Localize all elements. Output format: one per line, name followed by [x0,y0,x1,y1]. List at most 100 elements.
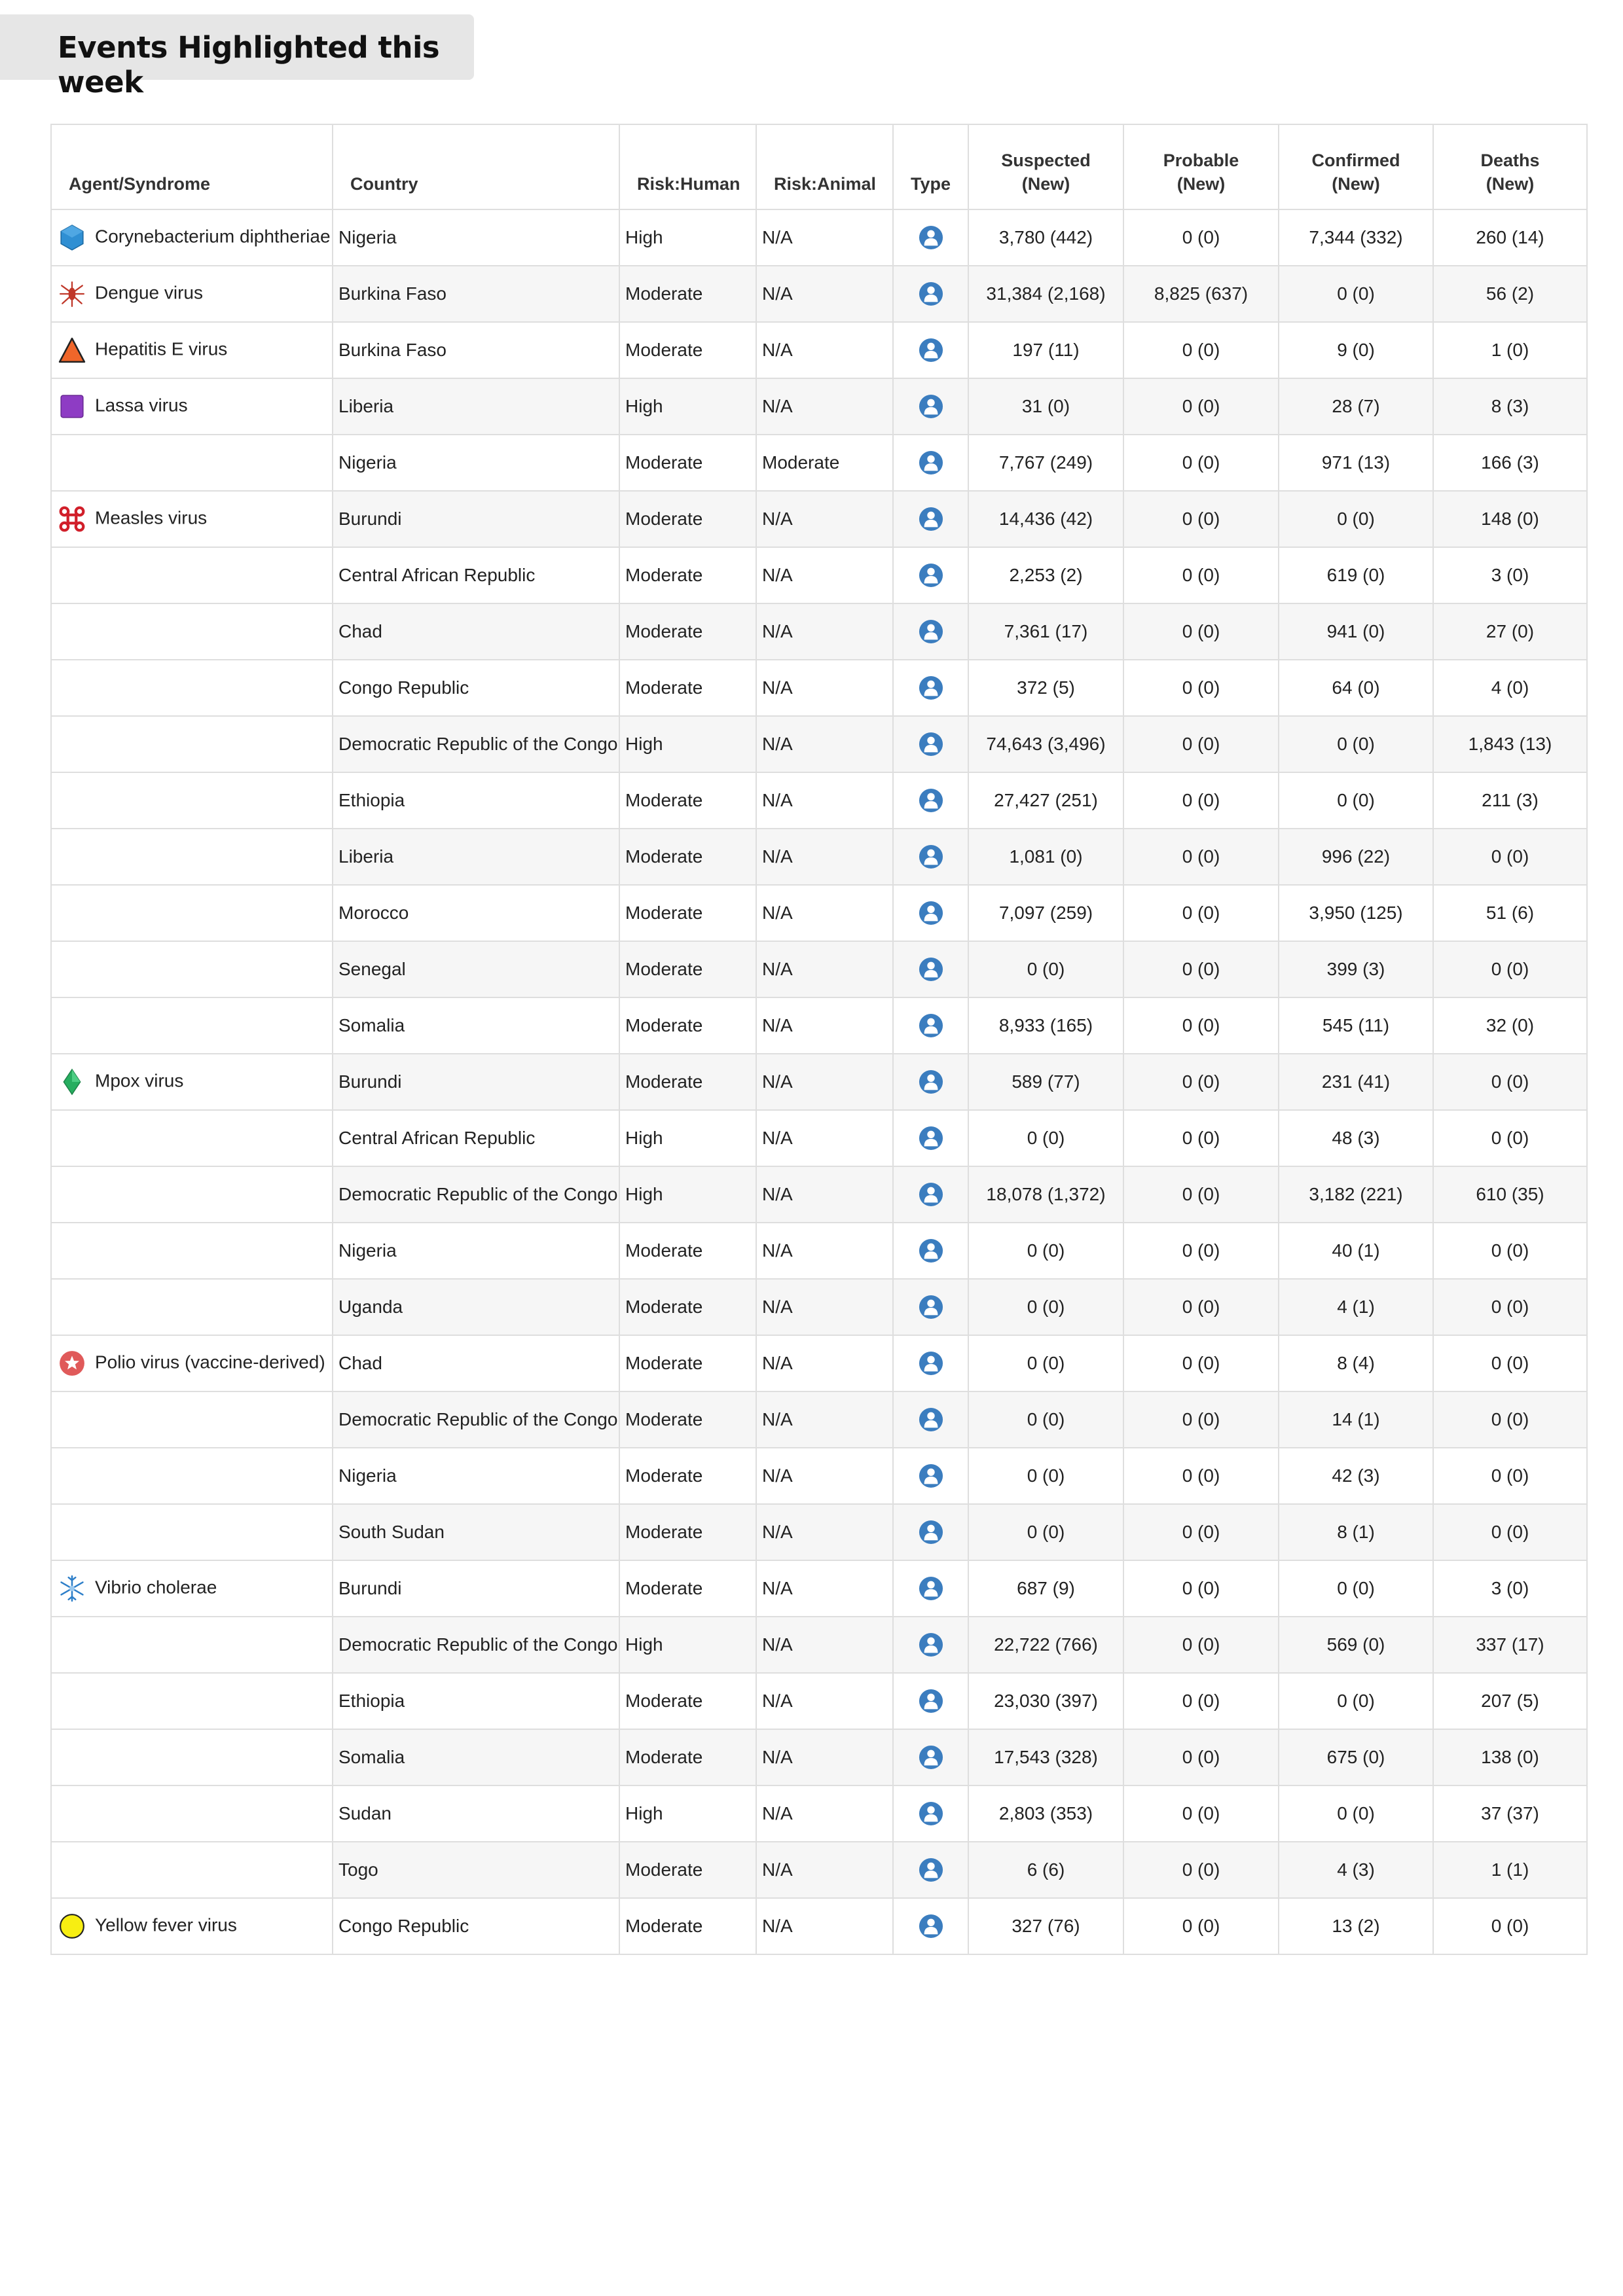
type-cell [892,209,969,266]
header-deaths: Deaths (New) [1432,124,1588,210]
country-cell: Liberia [332,378,620,435]
agent-cell: Measles virus [50,490,333,548]
probable-cell: 0 (0) [1123,1503,1279,1561]
table-row: Yellow fever virus Congo Republic Moderate… [50,1897,1588,1955]
human-icon [919,844,943,869]
deaths-cell: 610 (35) [1432,1166,1588,1223]
probable-cell: 0 (0) [1123,490,1279,548]
type-cell [892,772,969,829]
risk-animal-cell: N/A [756,1841,894,1899]
suspected-cell: 7,361 (17) [968,603,1124,660]
risk-animal-cell: N/A [756,1053,894,1111]
header-probable-line2: (New) [1176,174,1226,194]
suspected-cell: 74,643 (3,496) [968,715,1124,773]
human-icon [919,1576,943,1601]
risk-animal-cell: N/A [756,1222,894,1280]
risk-human-cell: High [619,1109,757,1167]
deaths-cell: 0 (0) [1432,1335,1588,1392]
table-row: Mpox virus Burundi Moderate N/A 589 (77) 0 (0… [50,1053,1588,1111]
table-row: Sudan High N/A 2,803 (353) 0 (0) 0 (0) 37 (37) [50,1785,1588,1842]
probable-cell: 0 (0) [1123,1729,1279,1786]
type-cell [892,715,969,773]
probable-cell: 0 (0) [1123,378,1279,435]
agent-cell [50,547,333,604]
deaths-cell: 0 (0) [1432,1503,1588,1561]
agent-cell [50,884,333,942]
agent-cell [50,1729,333,1786]
human-icon [919,563,943,588]
country-cell: Togo [332,1841,620,1899]
table-row: Lassa virus Liberia High N/A 31 (0) 0 (0) 28 (… [50,378,1588,435]
risk-human-cell: High [619,1785,757,1842]
agent-cell: Polio virus (vaccine-derived) [50,1335,333,1392]
agent-cell [50,1672,333,1730]
country-cell: Sudan [332,1785,620,1842]
deaths-cell: 37 (37) [1432,1785,1588,1842]
human-icon [919,1295,943,1319]
deaths-cell: 0 (0) [1432,1897,1588,1955]
deaths-cell: 211 (3) [1432,772,1588,829]
human-icon [919,675,943,700]
type-cell [892,1278,969,1336]
risk-animal-cell: N/A [756,1391,894,1448]
country-cell: Morocco [332,884,620,942]
human-icon [919,507,943,531]
risk-animal-cell: N/A [756,209,894,266]
header-risk-animal: Risk:Animal [756,124,894,210]
probable-cell: 0 (0) [1123,1897,1279,1955]
country-cell: Congo Republic [332,659,620,717]
probable-cell: 0 (0) [1123,321,1279,379]
suspected-cell: 27,427 (251) [968,772,1124,829]
agent-cell [50,603,333,660]
table-row: Measles virus Burundi Moderate N/A 14,436 (4… [50,490,1588,548]
probable-cell: 0 (0) [1123,1841,1279,1899]
human-icon [919,394,943,419]
human-icon [919,1126,943,1151]
probable-cell: 0 (0) [1123,209,1279,266]
deaths-cell: 260 (14) [1432,209,1588,266]
probable-cell: 0 (0) [1123,1560,1279,1617]
confirmed-cell: 0 (0) [1278,265,1434,323]
human-icon [919,1745,943,1770]
type-cell [892,1841,969,1899]
human-icon [919,1632,943,1657]
country-cell: Burkina Faso [332,265,620,323]
risk-human-cell: Moderate [619,884,757,942]
risk-animal-cell: N/A [756,378,894,435]
confirmed-cell: 8 (4) [1278,1335,1434,1392]
suspected-cell: 2,803 (353) [968,1785,1124,1842]
confirmed-cell: 996 (22) [1278,828,1434,886]
country-cell: Burkina Faso [332,321,620,379]
suspected-cell: 8,933 (165) [968,997,1124,1054]
table-row: Chad Moderate N/A 7,361 (17) 0 (0) 941 (0) 27 … [50,603,1588,660]
confirmed-cell: 42 (3) [1278,1447,1434,1505]
risk-animal-cell: N/A [756,1560,894,1617]
table-row: Central African Republic High N/A 0 (0) 0 (0… [50,1109,1588,1167]
country-cell: Senegal [332,941,620,998]
probable-cell: 0 (0) [1123,828,1279,886]
suspected-cell: 327 (76) [968,1897,1124,1955]
risk-animal-cell: N/A [756,1729,894,1786]
risk-human-cell: Moderate [619,772,757,829]
probable-cell: 0 (0) [1123,434,1279,492]
risk-human-cell: High [619,378,757,435]
risk-human-cell: Moderate [619,1729,757,1786]
table-row: South Sudan Moderate N/A 0 (0) 0 (0) 8 (1) 0 (… [50,1503,1588,1561]
agent-cell [50,1166,333,1223]
type-cell [892,884,969,942]
risk-human-cell: Moderate [619,603,757,660]
deaths-cell: 4 (0) [1432,659,1588,717]
header-type: Type [892,124,969,210]
suspected-cell: 372 (5) [968,659,1124,717]
type-cell [892,1785,969,1842]
header-suspected: Suspected (New) [968,124,1124,210]
suspected-cell: 14,436 (42) [968,490,1124,548]
header-confirmed-line1: Confirmed [1311,151,1400,170]
suspected-cell: 22,722 (766) [968,1616,1124,1674]
table-row: Polio virus (vaccine-derived) Chad Moderat… [50,1335,1588,1392]
table-row: Somalia Moderate N/A 8,933 (165) 0 (0) 545 (1… [50,997,1588,1054]
type-cell [892,1616,969,1674]
suspected-cell: 31 (0) [968,378,1124,435]
probable-cell: 0 (0) [1123,1166,1279,1223]
probable-cell: 0 (0) [1123,1672,1279,1730]
